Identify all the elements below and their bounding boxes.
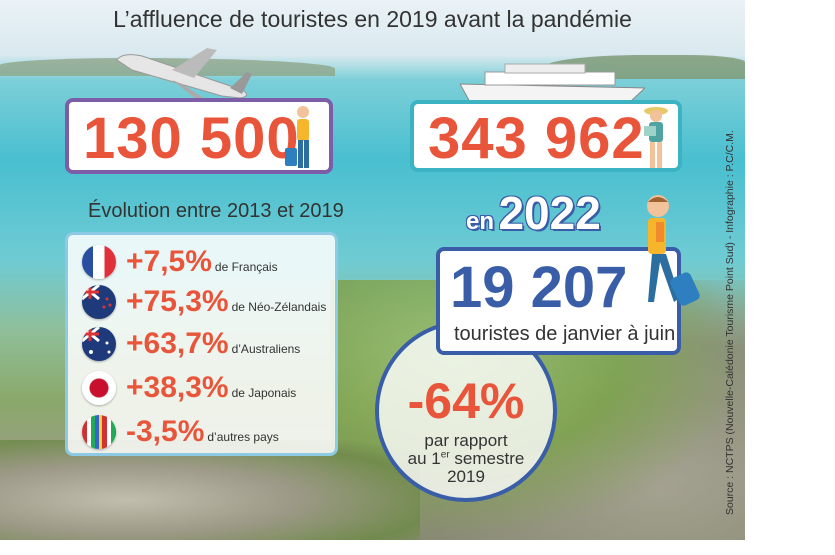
evolution-label: d’autres pays xyxy=(207,430,279,444)
evolution-label: d’Australiens xyxy=(231,342,301,356)
new-zealand-flag-icon xyxy=(82,285,116,319)
australia-flag-icon xyxy=(82,327,116,361)
evolution-value: +63,7% xyxy=(126,327,229,360)
change-line2b: semestre xyxy=(449,448,525,468)
evolution-value: -3,5% xyxy=(126,415,205,448)
evolution-value: +7,5% xyxy=(126,245,212,278)
evolution-heading: Évolution entre 2013 et 2019 xyxy=(88,200,344,222)
change-line1: par rapport xyxy=(424,431,508,450)
change-value: -64% xyxy=(407,373,525,429)
year-2022-heading: en 2022 xyxy=(466,186,601,240)
evolution-list: +7,5% de Français +75,3% de Néo-Zélandai… xyxy=(65,232,338,456)
evolution-label: de Français xyxy=(214,260,278,274)
air-visitors-count: 130 500 xyxy=(83,106,300,171)
change-line2-sup: er xyxy=(440,449,450,461)
cruise-ship-icon xyxy=(460,63,645,103)
traveler-icon xyxy=(285,106,309,168)
evolution-value: +38,3% xyxy=(126,371,229,404)
cruise-visitors-count: 343 962 xyxy=(428,106,645,171)
page-title: L’affluence de touristes en 2019 avant l… xyxy=(113,6,632,32)
france-flag-icon xyxy=(82,245,116,279)
source-credit: Source : NCTPS (Nouvelle-Calédonie Touri… xyxy=(724,130,736,515)
change-line2a: au 1 xyxy=(407,448,441,468)
traveler-with-suitcase-icon xyxy=(647,195,700,306)
visitors-2022-box: 19 207 touristes de janvier à juin xyxy=(436,247,681,355)
list-item: +63,7% d’Australiens xyxy=(82,327,300,361)
visitors-2022-caption: touristes de janvier à juin xyxy=(454,323,676,345)
evolution-label: de Japonais xyxy=(231,386,297,400)
change-description: par rapport au 1er semestre 2019 xyxy=(379,432,553,486)
evolution-label: de Néo-Zélandais xyxy=(231,300,327,314)
year: 2022 xyxy=(498,187,601,239)
change-line3: 2019 xyxy=(447,466,485,486)
rocks xyxy=(0,440,420,540)
list-item: +75,3% de Néo-Zélandais xyxy=(82,285,326,319)
list-item: +38,3% de Japonais xyxy=(82,371,296,405)
year-prefix: en xyxy=(466,208,495,235)
japan-flag-icon xyxy=(82,371,116,405)
tourist-with-map-icon xyxy=(644,107,668,168)
list-item: -3,5% d’autres pays xyxy=(82,415,279,449)
visitors-2022-count: 19 207 xyxy=(450,255,628,320)
air-visitors-box: 130 500 xyxy=(65,98,333,174)
evolution-value: +75,3% xyxy=(126,285,229,318)
world-flags-icon xyxy=(82,415,116,449)
list-item: +7,5% de Français xyxy=(82,245,278,279)
change-line2: au 1er semestre xyxy=(379,448,553,468)
cruise-visitors-box: 343 962 xyxy=(410,100,682,172)
